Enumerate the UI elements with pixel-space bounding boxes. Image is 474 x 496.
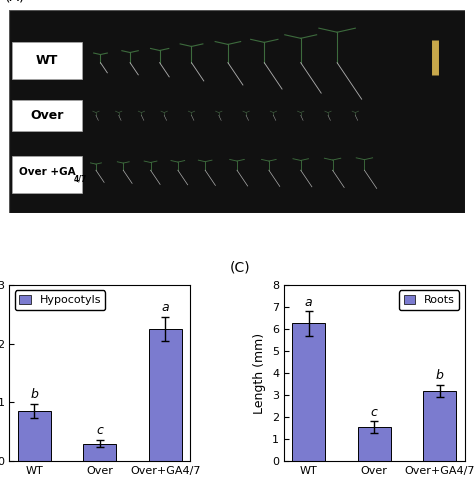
Y-axis label: Length (mm): Length (mm): [254, 332, 266, 414]
Text: 4/7: 4/7: [74, 174, 88, 183]
Text: (C): (C): [230, 260, 250, 274]
Bar: [18, 411, 51, 461]
Bar: [292, 323, 325, 461]
Bar: [358, 427, 391, 461]
Text: c: c: [371, 406, 378, 419]
Text: (A): (A): [5, 0, 25, 4]
Text: a: a: [305, 296, 312, 309]
FancyBboxPatch shape: [12, 42, 82, 79]
FancyBboxPatch shape: [9, 10, 465, 213]
FancyBboxPatch shape: [12, 156, 82, 192]
Bar: [83, 443, 116, 461]
Legend: Roots: Roots: [399, 291, 459, 310]
Text: b: b: [436, 370, 444, 382]
Legend: Hypocotyls: Hypocotyls: [15, 291, 105, 310]
Text: WT: WT: [36, 54, 58, 67]
Text: b: b: [30, 388, 38, 401]
FancyBboxPatch shape: [12, 100, 82, 130]
Text: Over: Over: [30, 109, 64, 122]
Text: a: a: [162, 301, 169, 314]
Bar: [149, 329, 182, 461]
Text: Over +GA: Over +GA: [19, 167, 75, 177]
Bar: [423, 391, 456, 461]
Text: c: c: [96, 424, 103, 437]
